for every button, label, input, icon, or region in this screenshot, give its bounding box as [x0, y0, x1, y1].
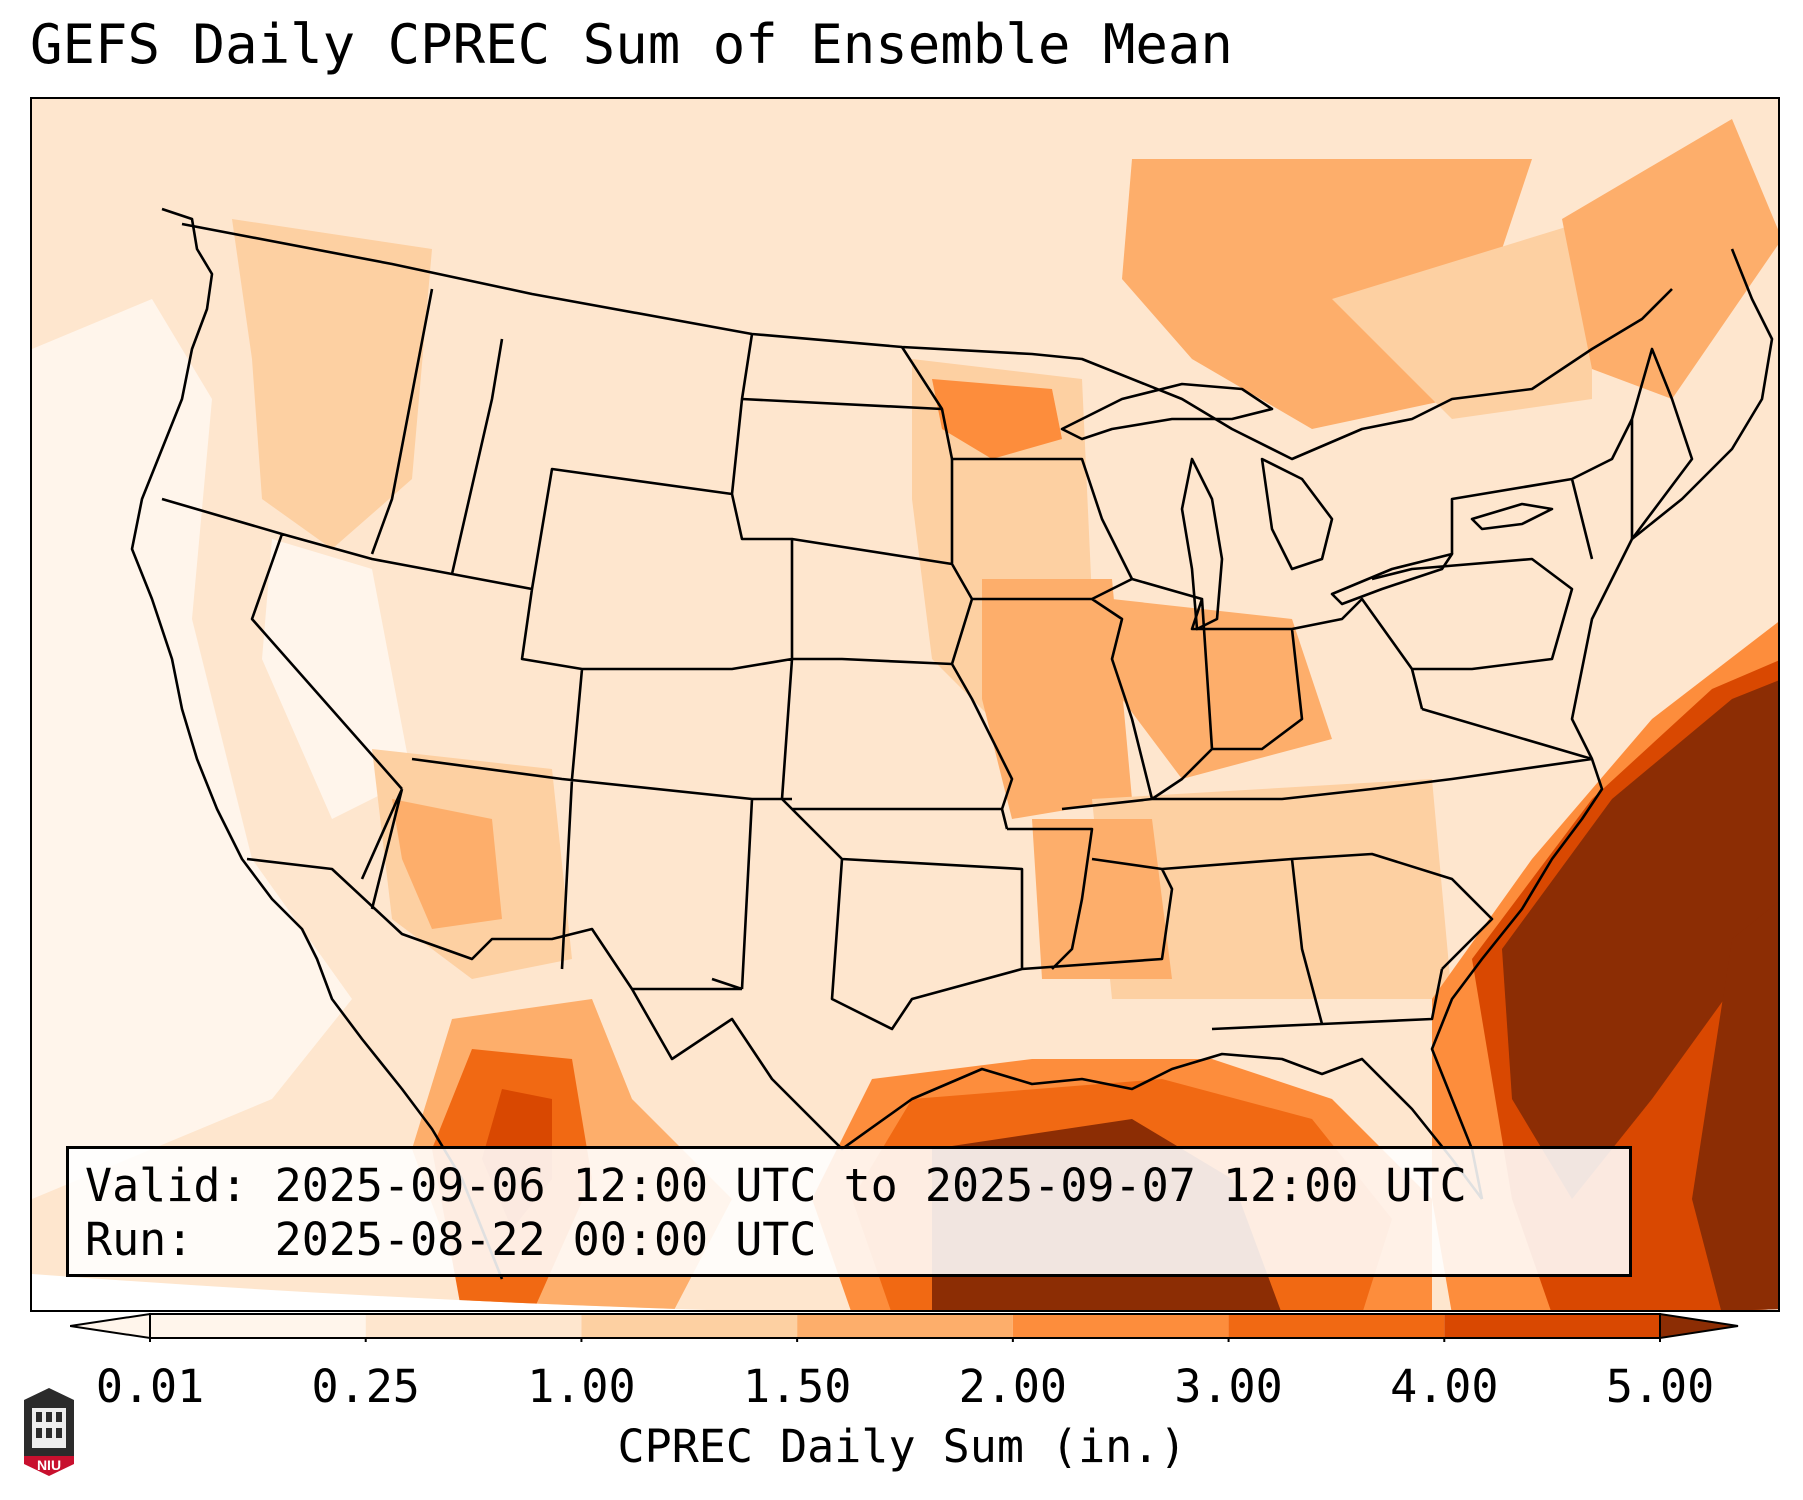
precip-contour — [452, 299, 732, 499]
southern-border — [246, 857, 1484, 1200]
precip-contour — [1502, 679, 1778, 1199]
lake-erie — [1330, 552, 1454, 606]
niu-logo: NIU — [24, 1388, 74, 1476]
colorbar-tick-label: 2.00 — [958, 1360, 1068, 1413]
colorbar-segment — [1228, 1314, 1445, 1338]
colorbar-extend-max — [1659, 1312, 1739, 1340]
lake-huron — [1260, 457, 1334, 571]
valid-time-line: Valid: 2025-09-06 12:00 UTC to 2025-09-0… — [85, 1159, 1467, 1212]
precip-contour — [1092, 779, 1452, 999]
state-lines — [161, 288, 1694, 1031]
precip-fields — [32, 119, 1778, 1310]
us-coastline — [130, 207, 504, 1280]
colorbar-segment — [797, 1314, 1013, 1338]
colorbar-tick-label: 5.00 — [1605, 1360, 1715, 1413]
colorbar-segment — [1012, 1314, 1229, 1338]
validity-info-box: Valid: 2025-09-06 12:00 UTC to 2025-09-0… — [66, 1146, 1632, 1277]
colorbar-segment — [1444, 1314, 1660, 1338]
precip-contour — [1562, 119, 1778, 399]
colorbar-tick-label: 0.01 — [95, 1360, 205, 1413]
colorbar-segment — [150, 1314, 366, 1338]
map-canvas — [32, 99, 1778, 1310]
colorbar-tick-label: 4.00 — [1390, 1360, 1499, 1413]
map-title: GEFS Daily CPREC Sum of Ensemble Mean — [30, 13, 1233, 76]
precip-contour — [932, 379, 1062, 459]
precip-contour — [1332, 219, 1592, 419]
colorbar-tick-label: 0.25 — [311, 1360, 420, 1413]
precip-contour — [232, 219, 432, 549]
lake-michigan — [1180, 457, 1224, 631]
precip-contour — [392, 799, 502, 929]
run-time-line: Run: 2025-08-22 00:00 UTC — [85, 1213, 817, 1266]
political-boundaries — [130, 207, 1774, 1280]
precip-contour — [262, 539, 412, 819]
colorbar-tick-label: 3.00 — [1174, 1360, 1283, 1413]
colorbar-tick-label: 1.00 — [527, 1360, 636, 1413]
east-coast — [1430, 248, 1774, 1200]
colorbar-ticks — [149, 1338, 1661, 1342]
logo-text: NIU — [37, 1457, 61, 1473]
precip-contour — [1032, 819, 1172, 979]
lake-ontario — [1470, 502, 1554, 531]
colorbar-segment — [581, 1314, 798, 1338]
precipitation-map — [30, 97, 1780, 1312]
colorbar-segment — [365, 1314, 582, 1338]
colorbar-extend-min — [70, 1312, 151, 1340]
precip-contour — [32, 299, 352, 1199]
precip-contour — [1692, 899, 1778, 1310]
precip-contour — [1112, 599, 1332, 779]
colorbar-tick-label: 1.50 — [742, 1360, 852, 1413]
precip-contour — [982, 579, 1132, 819]
colorbar-segments — [70, 1312, 1739, 1340]
colorbar — [70, 1312, 1739, 1342]
canada-border — [181, 222, 1673, 461]
colorbar-label: CPREC Daily Sum (in.) — [617, 1420, 1187, 1473]
lake-superior — [1060, 382, 1274, 441]
